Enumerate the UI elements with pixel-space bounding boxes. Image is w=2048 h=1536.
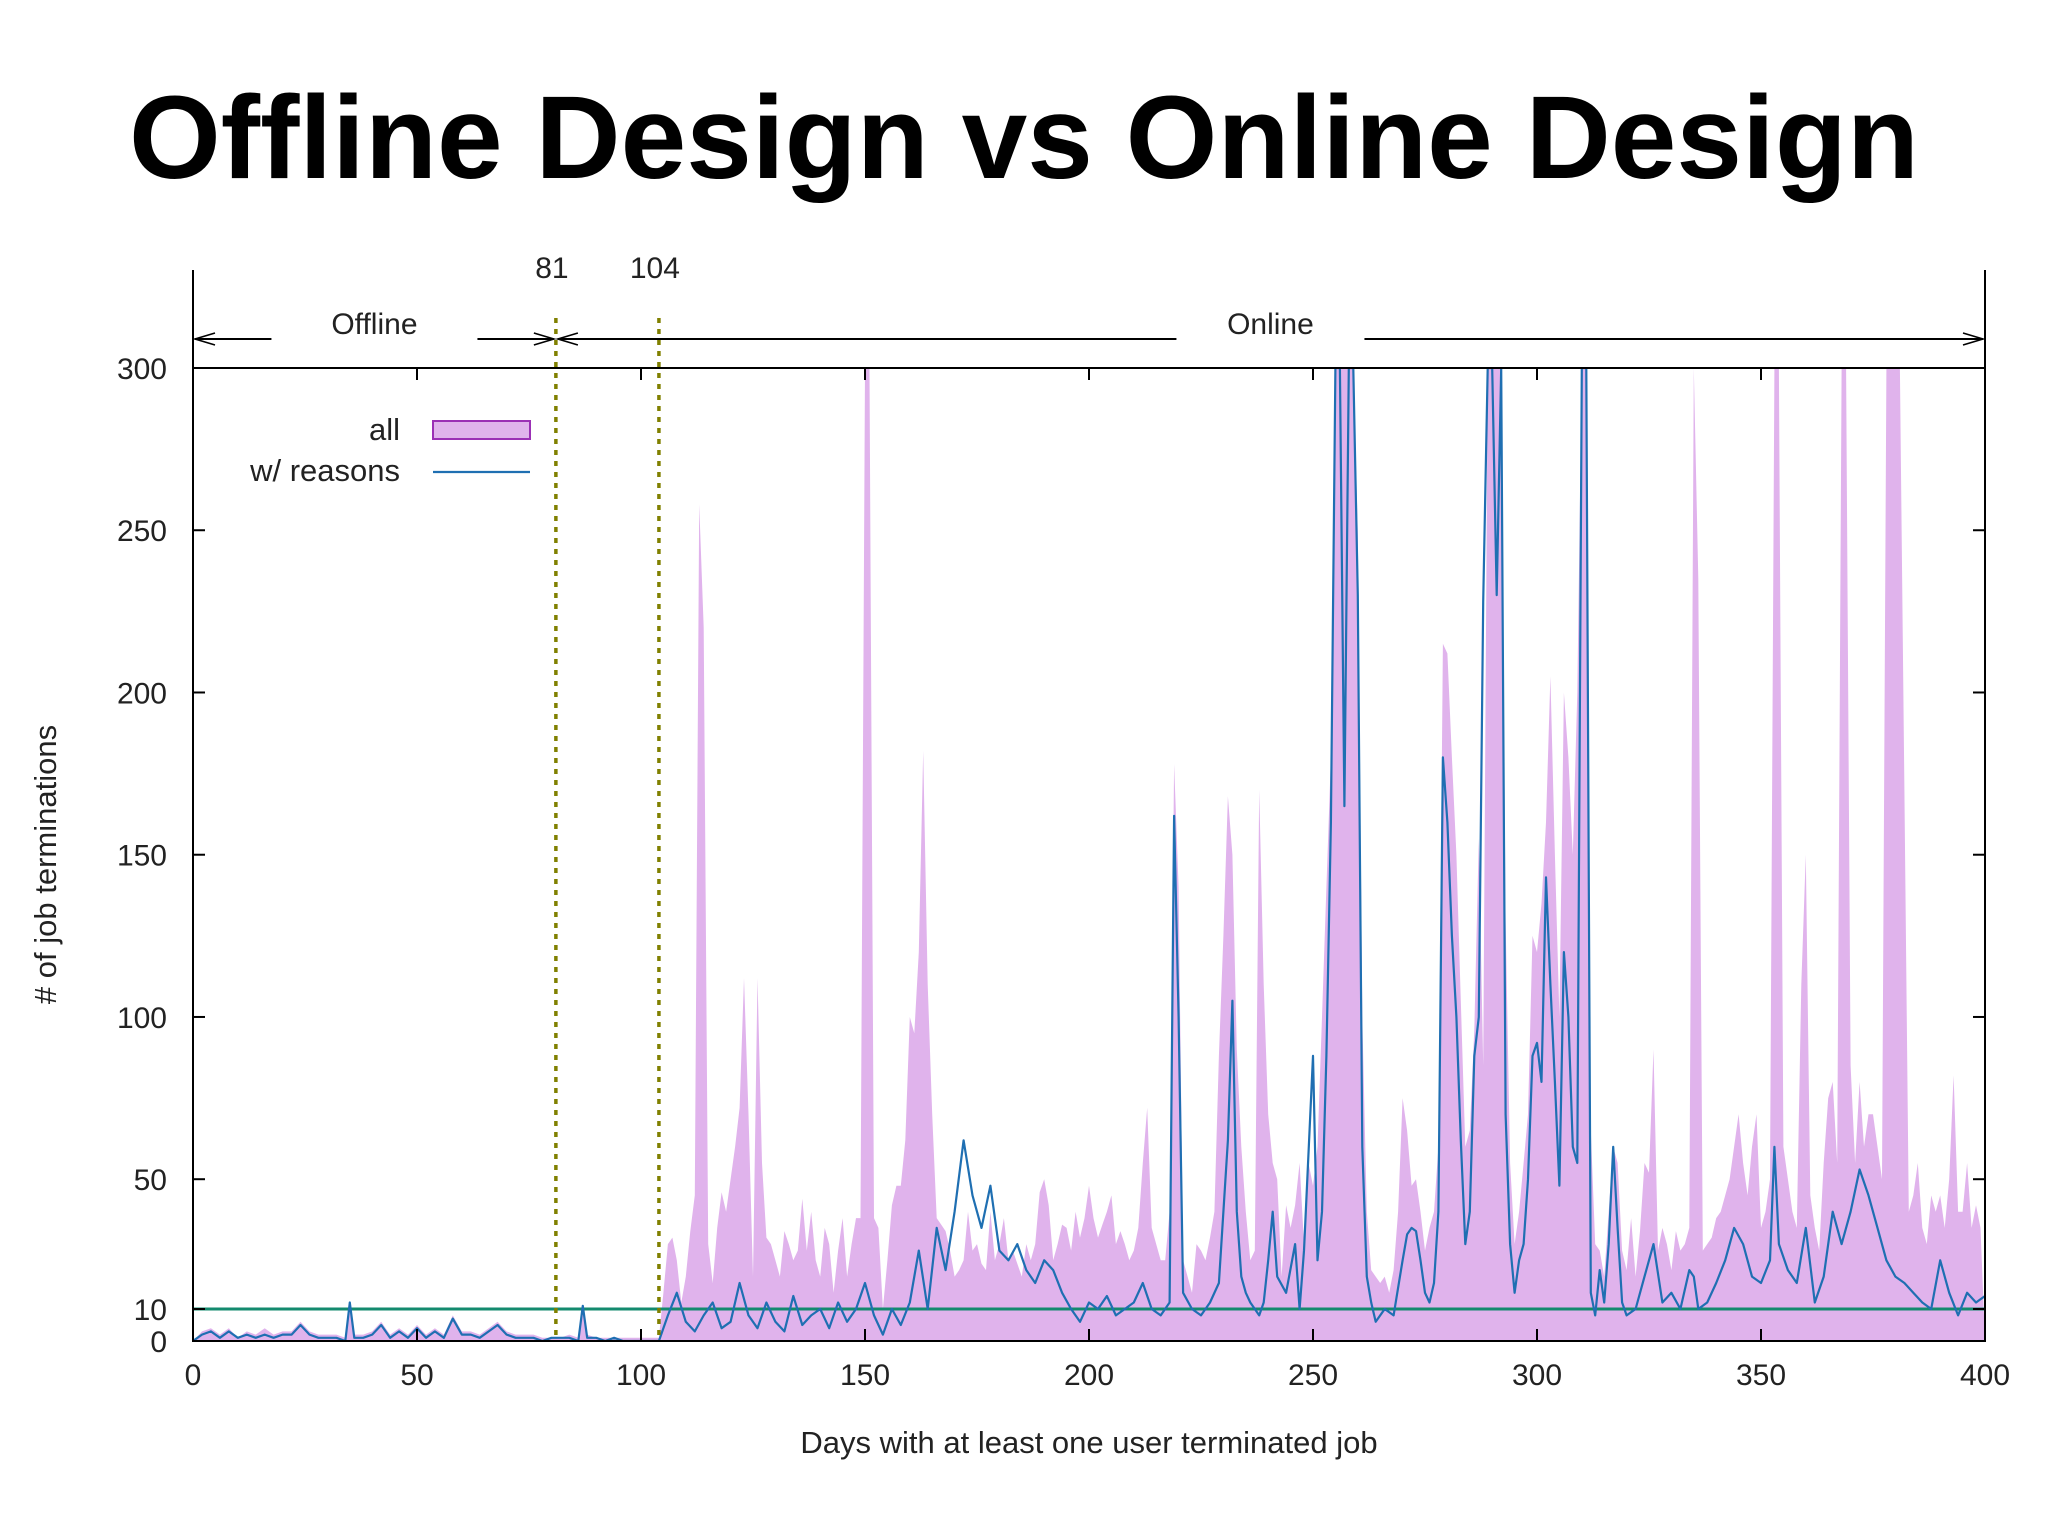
y-tick-label: 10 <box>134 1294 167 1327</box>
phase-arrowhead-right <box>533 332 557 346</box>
phase-marker-label: 104 <box>630 252 680 285</box>
phase-arrowhead-left <box>192 332 216 346</box>
x-tick-label: 200 <box>1064 1359 1114 1392</box>
phase-label: Offline <box>331 308 417 341</box>
x-tick-label: 400 <box>1960 1359 2010 1392</box>
x-tick-label: 300 <box>1512 1359 1562 1392</box>
y-tick-label: 0 <box>150 1326 167 1359</box>
legend-label: w/ reasons <box>249 453 400 488</box>
slide-title: Offline Design vs Online Design <box>129 72 1919 204</box>
y-tick-label: 50 <box>134 1164 167 1197</box>
phase-arrowhead-left <box>555 332 579 346</box>
series-area-all <box>193 368 1985 1341</box>
plot-area <box>193 368 1985 1341</box>
x-tick-label: 250 <box>1288 1359 1338 1392</box>
y-tick-label: 250 <box>117 515 167 548</box>
y-tick-label: 200 <box>117 677 167 710</box>
x-tick-label: 100 <box>616 1359 666 1392</box>
y-axis-title: # of job terminations <box>28 725 63 1004</box>
series-line-w-reasons <box>193 368 1985 1341</box>
y-tick-label: 150 <box>117 840 167 873</box>
y-tick-label: 100 <box>117 1002 167 1035</box>
x-tick-label: 50 <box>400 1359 433 1392</box>
phase-arrowhead-right <box>1962 332 1986 346</box>
x-tick-label: 150 <box>840 1359 890 1392</box>
phase-label: Online <box>1227 308 1314 341</box>
legend: all w/ reasons <box>249 412 531 488</box>
x-tick-label: 350 <box>1736 1359 1786 1392</box>
axis-ticks: 0 50 100 150 200 250 300 350 4000105010015020025… <box>117 353 2010 1392</box>
legend-swatch-area <box>432 420 531 440</box>
phase-marker-label: 81 <box>535 252 568 285</box>
x-axis-title: Days with at least one user terminated j… <box>800 1425 1377 1460</box>
legend-label: all <box>369 412 400 447</box>
y-tick-label: 300 <box>117 353 167 386</box>
phase-annotations: 81 104 Offline Online <box>192 252 1986 1341</box>
x-tick-label: 0 <box>185 1359 202 1392</box>
